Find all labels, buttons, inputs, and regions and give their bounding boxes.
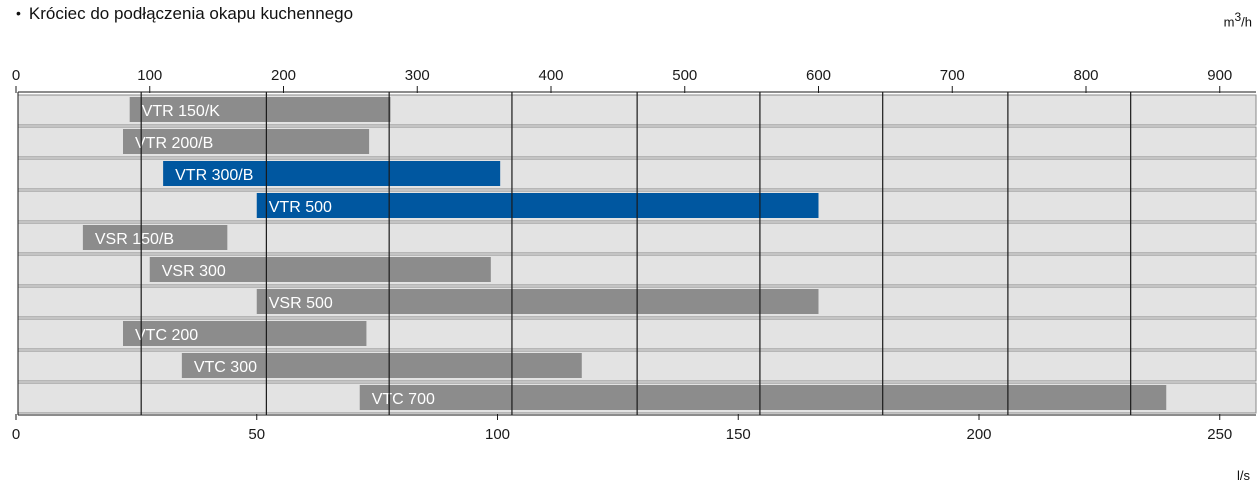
bar-label: VTC 700	[372, 391, 435, 408]
top-tick-label: 700	[940, 67, 965, 84]
top-tick-label: 400	[538, 67, 563, 84]
bar	[163, 161, 501, 186]
bar-label: VSR 150/B	[95, 231, 174, 248]
bar	[181, 353, 582, 378]
bar	[82, 225, 228, 250]
bottom-tick-label: 250	[1207, 426, 1232, 443]
bar	[123, 321, 367, 346]
top-tick-label: 800	[1073, 67, 1098, 84]
bar	[359, 385, 1167, 410]
bottom-tick-label: 100	[485, 426, 510, 443]
bar-label: VTR 200/B	[135, 135, 213, 152]
bar-label: VTC 300	[194, 359, 257, 376]
top-tick-label: 300	[405, 67, 430, 84]
bar-label: VTR 500	[269, 199, 332, 216]
top-tick-label: 900	[1207, 67, 1232, 84]
top-tick-label: 600	[806, 67, 831, 84]
unit-top-suffix: /h	[1241, 14, 1252, 30]
bottom-tick-label: 200	[966, 426, 991, 443]
chart-heading: • Króciec do podłączenia okapu kuchennego	[16, 4, 353, 24]
bullet-icon: •	[16, 5, 21, 21]
bar	[129, 97, 391, 122]
bottom-tick-label: 0	[12, 426, 20, 443]
top-axis-unit: m3/h	[1224, 10, 1252, 29]
bar	[123, 129, 370, 154]
bar-label: VSR 500	[269, 295, 333, 312]
bottom-tick-label: 50	[248, 426, 265, 443]
bar-label: VTR 300/B	[175, 167, 253, 184]
bar-label: VTC 200	[135, 327, 198, 344]
top-tick-label: 500	[672, 67, 697, 84]
top-tick-label: 0	[12, 67, 20, 84]
top-tick-label: 200	[271, 67, 296, 84]
bar	[149, 257, 491, 282]
unit-top-prefix: m	[1223, 14, 1235, 30]
bar	[256, 289, 819, 314]
unit-top-superscript: 3	[1234, 10, 1242, 24]
bottom-axis-unit: l/s	[1237, 468, 1250, 483]
top-tick-label: 100	[137, 67, 162, 84]
bottom-tick-label: 150	[726, 426, 751, 443]
bar-label: VSR 300	[162, 263, 226, 280]
bar	[256, 193, 819, 218]
heading-text: Króciec do podłączenia okapu kuchennego	[28, 4, 354, 23]
bar-label: VTR 150/K	[142, 103, 221, 120]
